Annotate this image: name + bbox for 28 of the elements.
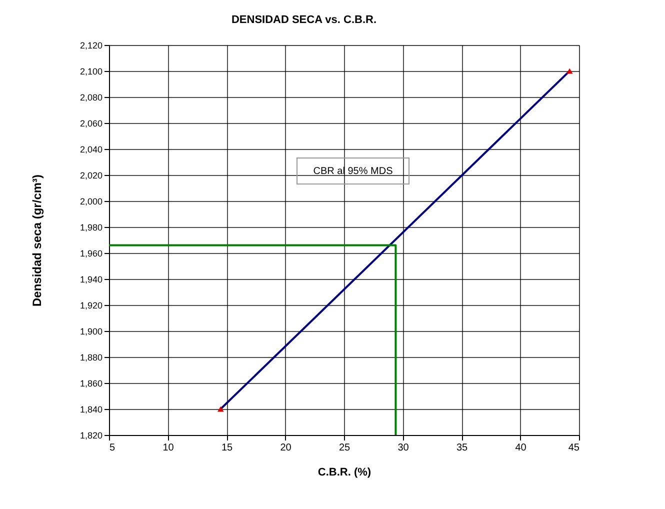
y-tick-label: 1,880 <box>80 352 102 362</box>
x-tick-label: 5 <box>110 442 116 454</box>
x-tick-label: 10 <box>162 442 174 454</box>
y-tick-label: 1,980 <box>80 222 102 232</box>
y-tick-label: 1,840 <box>80 404 102 414</box>
chart-title: DENSIDAD SECA vs. C.B.R. <box>231 14 377 26</box>
y-axis-title: Densidad seca (gr/cm³) <box>30 174 44 307</box>
x-tick-label: 45 <box>568 442 580 454</box>
y-tick-label: 2,000 <box>80 196 102 206</box>
y-tick-label: 1,820 <box>80 430 102 440</box>
x-tick-label: 25 <box>338 442 350 454</box>
y-tick-label: 2,120 <box>80 40 102 50</box>
x-axis-title: C.B.R. (%) <box>318 466 372 478</box>
y-tick-label: 2,060 <box>80 118 102 128</box>
y-tick-label: 1,960 <box>80 248 102 258</box>
x-tick-label: 40 <box>515 442 527 454</box>
x-tick-label: 35 <box>456 442 468 454</box>
y-tick-label: 2,080 <box>80 92 102 102</box>
y-tick-label: 1,900 <box>80 326 102 336</box>
y-tick-label: 1,940 <box>80 274 102 284</box>
x-tick-label: 30 <box>398 442 410 454</box>
y-tick-label: 1,860 <box>80 378 102 388</box>
x-tick-label: 15 <box>221 442 233 454</box>
x-tick-label: 20 <box>280 442 292 454</box>
y-tick-label: 1,920 <box>80 300 102 310</box>
y-tick-label: 2,020 <box>80 170 102 180</box>
y-tick-label: 2,100 <box>80 66 102 76</box>
y-tick-label: 2,040 <box>80 144 102 154</box>
